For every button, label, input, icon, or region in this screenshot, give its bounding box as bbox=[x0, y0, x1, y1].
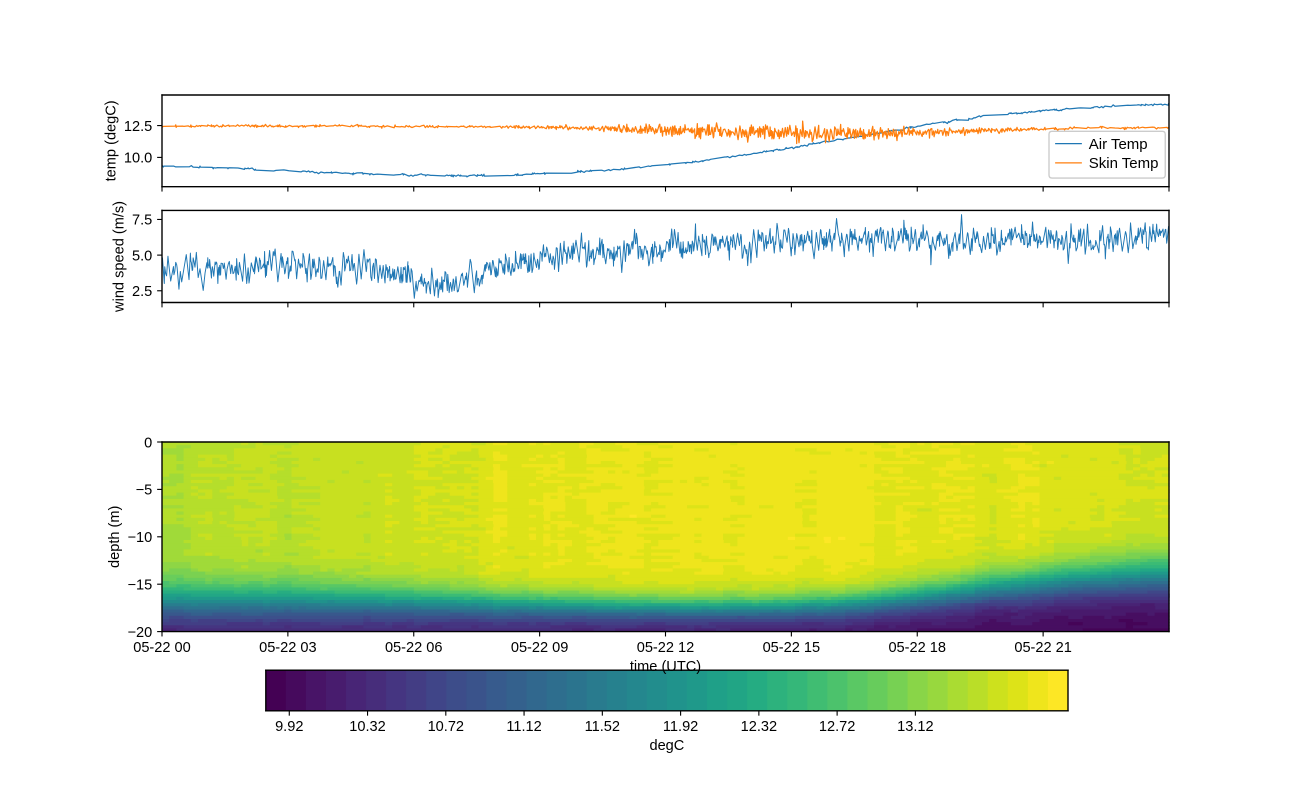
svg-text:Skin Temp: Skin Temp bbox=[1089, 155, 1159, 172]
svg-text:Air Temp: Air Temp bbox=[1089, 136, 1148, 153]
svg-text:12.5: 12.5 bbox=[124, 119, 152, 135]
svg-text:10.0: 10.0 bbox=[124, 151, 152, 167]
svg-text:5.0: 5.0 bbox=[132, 248, 152, 264]
svg-text:7.5: 7.5 bbox=[132, 213, 152, 229]
svg-text:2.5: 2.5 bbox=[132, 284, 152, 300]
svg-text:temp (degC): temp (degC) bbox=[103, 100, 119, 181]
svg-text:wind speed (m/s): wind speed (m/s) bbox=[111, 201, 127, 313]
